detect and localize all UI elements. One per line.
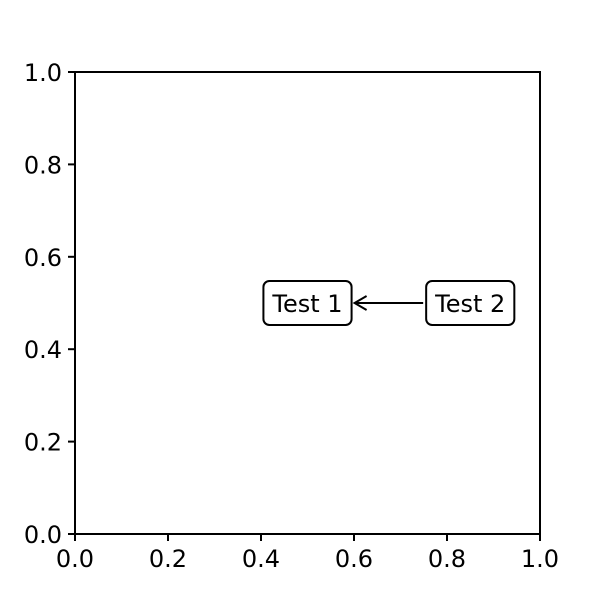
annotation-label: Test 1 [271, 290, 342, 318]
annotation-test-2: Test 2 [425, 280, 516, 326]
y-tick-label: 0.6 [24, 244, 62, 272]
annotation-test-1: Test 1 [262, 280, 353, 326]
y-tick-label: 0.8 [24, 151, 62, 179]
x-tick-label: 0.0 [56, 545, 94, 573]
y-tick-label: 0.4 [24, 336, 62, 364]
x-tick-label: 0.2 [149, 545, 187, 573]
x-tick-label: 0.6 [335, 545, 373, 573]
y-tick-label: 0.2 [24, 429, 62, 457]
x-tick-label: 0.4 [242, 545, 280, 573]
x-tick-label: 1.0 [521, 545, 559, 573]
arrow-head [352, 295, 368, 311]
axes-frame [74, 71, 541, 535]
y-tick-label: 0.0 [24, 521, 62, 549]
x-tick-label: 0.8 [428, 545, 466, 573]
annotation-label: Test 2 [434, 290, 505, 318]
y-tick-label: 1.0 [24, 59, 62, 87]
plot-area: 0.0 0.2 0.4 0.6 0.8 1.0 0.0 0.2 0.4 0.6 0.8 1.0 Test… [24, 59, 559, 573]
annotation-box [262, 280, 353, 326]
annotation-box [425, 280, 516, 326]
annotation-arrow [352, 295, 424, 311]
